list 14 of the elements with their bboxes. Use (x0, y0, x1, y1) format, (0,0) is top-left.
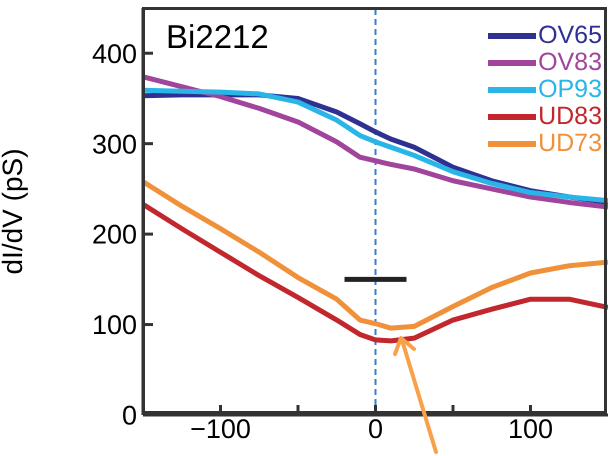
x-tick-label: 100 (508, 414, 554, 444)
legend-label: OP93 (538, 75, 602, 103)
y-tick-label: 300 (92, 129, 137, 160)
y-tick-label: 100 (92, 310, 137, 340)
y-axis-title: dI/dV (pS) (0, 148, 28, 275)
legend-label: OV65 (538, 21, 602, 49)
x-tick-label: −100 (190, 414, 251, 444)
y-tick-label: 200 (92, 220, 137, 250)
y-tick-label: 400 (92, 38, 137, 69)
legend-label: UD73 (538, 129, 602, 157)
legend-label: OV83 (538, 48, 602, 76)
legend-label: UD83 (538, 102, 602, 130)
annotation: Bi2212 (166, 18, 269, 56)
x-tick-label: 0 (368, 414, 384, 444)
